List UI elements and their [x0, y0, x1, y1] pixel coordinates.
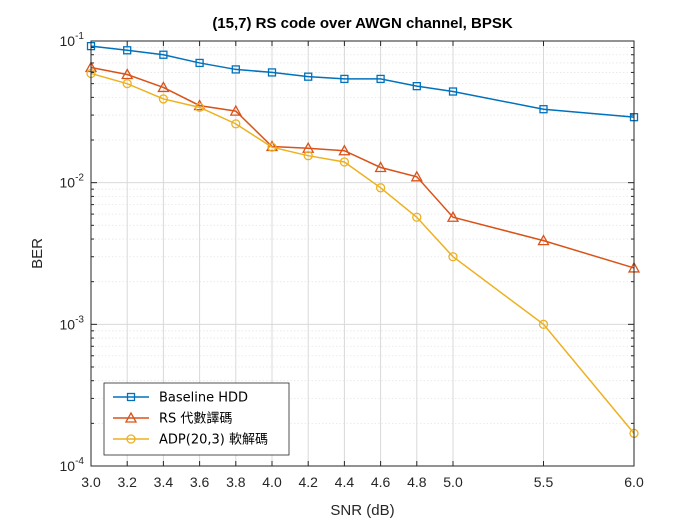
data-point: [410, 170, 423, 182]
data-point: [304, 72, 313, 81]
data-point: [339, 157, 350, 167]
series-line: [90, 66, 635, 269]
x-axis-label: SNR (dB): [330, 502, 394, 519]
data-point: [267, 68, 277, 77]
legend-label: Baseline HDD: [159, 391, 248, 406]
data-point: [448, 252, 458, 262]
data-point: [157, 81, 170, 93]
data-point: [231, 65, 240, 74]
x-tick-label: 3.6: [190, 474, 210, 490]
data-point: [267, 142, 277, 152]
data-point: [448, 87, 458, 96]
data-point: [539, 105, 548, 114]
x-tick-label: 4.4: [335, 474, 355, 490]
data-point: [159, 50, 168, 59]
series-1: [84, 61, 641, 273]
y-tick-label: 10-1: [60, 31, 85, 49]
x-tick-label: 4.2: [298, 474, 318, 490]
x-tick-label: 4.0: [262, 474, 282, 490]
data-point: [537, 234, 550, 246]
series-layer: [84, 41, 641, 439]
y-tick-label: 10-4: [60, 456, 85, 474]
data-point: [231, 119, 241, 129]
legend-marker: [126, 392, 136, 402]
x-tick-label: 3.8: [226, 474, 246, 490]
x-tick-label: 4.6: [371, 474, 391, 490]
series-2: [86, 68, 639, 439]
chart-title: (15,7) RS code over AWGN channel, BPSK: [212, 15, 513, 32]
data-point: [229, 104, 242, 116]
x-tick-label: 3.4: [154, 474, 174, 490]
data-point: [122, 78, 132, 89]
legend-label: ADP(20,3) 軟解碼: [159, 432, 268, 448]
axis-ticks: [90, 40, 635, 467]
y-axis-label: BER: [29, 238, 46, 269]
data-point: [538, 319, 549, 329]
x-tick-label: 5.0: [443, 474, 463, 490]
series-line: [90, 45, 635, 118]
legend: Baseline HDD RS 代數譯碼 ADP(20,3) 軟解碼: [103, 382, 290, 456]
data-point: [340, 74, 349, 84]
data-point: [376, 74, 385, 84]
data-point: [446, 210, 460, 222]
data-point: [303, 151, 313, 161]
data-point: [193, 99, 206, 111]
axes-box: [90, 40, 635, 467]
x-tick-label: 3.0: [81, 474, 101, 490]
series-0: [86, 41, 639, 122]
y-tick-labels: 10-1 10-2 10-3 10-4: [60, 31, 85, 474]
legend-marker: [126, 434, 136, 444]
data-point: [195, 58, 204, 68]
data-point: [338, 144, 351, 156]
x-tick-labels: 3.0 3.2 3.4 3.6 3.8 4.0 4.2 4.4 4.6 4.8 5.0 5.5 6.0: [81, 474, 644, 490]
y-tick-label: 10-2: [60, 173, 85, 191]
data-point: [412, 82, 421, 91]
x-tick-label: 6.0: [624, 474, 644, 490]
x-tick-label: 5.5: [534, 474, 554, 490]
y-tick-label: 10-3: [60, 314, 85, 332]
x-tick-label: 4.8: [407, 474, 427, 490]
data-point: [194, 102, 205, 113]
data-point: [375, 183, 386, 193]
x-tick-label: 3.2: [117, 474, 137, 490]
legend-marker: [124, 411, 138, 423]
legend-label: RS 代數譯碼: [159, 411, 232, 427]
series-line: [90, 72, 635, 434]
data-point: [123, 46, 132, 55]
data-point: [374, 161, 387, 173]
data-point: [412, 212, 422, 222]
data-point: [121, 68, 134, 80]
data-point: [158, 94, 169, 104]
